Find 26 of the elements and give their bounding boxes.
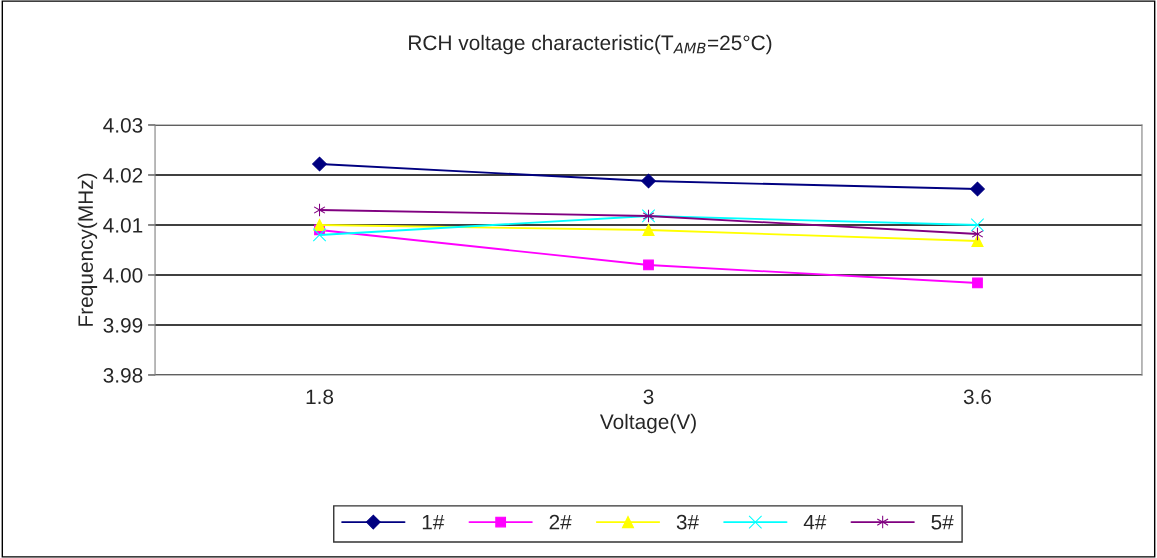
y-axis-title: Frequency(MHz) <box>77 173 98 326</box>
legend-label: 5# <box>931 515 954 530</box>
point <box>312 156 327 172</box>
point <box>970 218 985 232</box>
legend-label: 4# <box>803 515 827 530</box>
point <box>313 218 326 232</box>
legend-label: 3# <box>676 514 699 530</box>
point <box>641 173 656 189</box>
x-tick-label: 3 <box>643 389 654 405</box>
y-tick-label: 4.03 <box>103 117 143 133</box>
x-tick-label: 3.6 <box>963 389 992 405</box>
x-axis-title: Voltage(V) <box>599 413 696 434</box>
y-tick-label: 4.02 <box>103 167 143 183</box>
x-tick-label: 1.8 <box>306 389 334 405</box>
legend-label: 2# <box>549 514 572 530</box>
point <box>312 228 327 242</box>
y-tick-label: 4.00 <box>103 267 143 283</box>
point <box>643 259 654 271</box>
y-tick-label: 3.98 <box>103 367 143 383</box>
point <box>972 277 983 289</box>
y-tick-label: 4.01 <box>103 217 143 233</box>
point <box>642 223 655 237</box>
point <box>970 181 985 197</box>
chart-title: RCH voltage characteristic(T$_{AMB}$=25°C) <box>409 34 772 55</box>
legend-label: 1# <box>422 515 445 530</box>
y-tick-label: 3.99 <box>103 317 143 333</box>
